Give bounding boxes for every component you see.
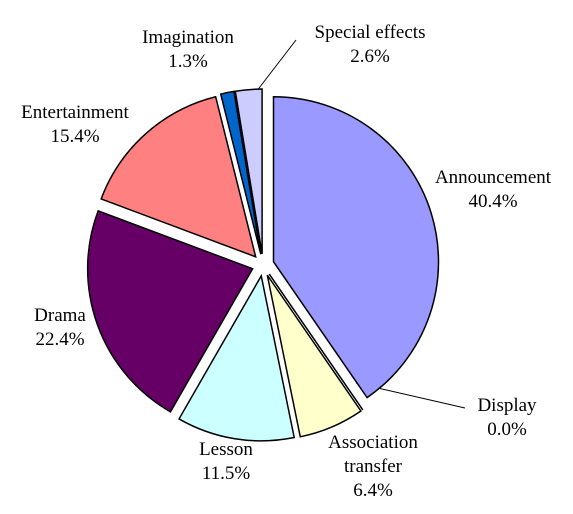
value-label: 40.4%: [468, 191, 518, 212]
pie-slice: [234, 88, 263, 255]
category-label: Special effects: [314, 22, 426, 43]
pie-slice: [100, 95, 257, 258]
value-label: 11.5%: [201, 463, 251, 484]
slice-label: Special effects 2.6%: [290, 21, 450, 69]
category-label: Lesson: [199, 439, 253, 460]
pie-slice: [178, 273, 296, 442]
category-label: Association transfer: [328, 432, 418, 477]
value-label: 22.4%: [35, 329, 85, 350]
value-label: 0.0%: [487, 419, 527, 440]
category-label: Imagination: [142, 27, 234, 48]
slice-label: Entertainment 15.4%: [5, 101, 145, 149]
value-label: 1.3%: [168, 51, 208, 72]
pie-slice: [266, 274, 362, 438]
pie-slice: [272, 95, 440, 399]
category-label: Entertainment: [21, 102, 129, 123]
category-label: Drama: [34, 305, 86, 326]
slice-label: Announcement 40.4%: [413, 166, 573, 214]
value-label: 6.4%: [353, 480, 393, 501]
slice-label: Lesson 11.5%: [176, 438, 276, 486]
slice-label: Association transfer 6.4%: [318, 431, 428, 503]
slice-label: Drama 22.4%: [10, 304, 110, 352]
slice-label: Imagination 1.3%: [123, 26, 253, 74]
slice-label: Display 0.0%: [457, 394, 557, 442]
value-label: 2.6%: [350, 46, 390, 67]
category-label: Display: [477, 395, 537, 416]
pie-slice: [86, 209, 254, 413]
pie-slice: [219, 90, 262, 255]
category-label: Announcement: [434, 167, 552, 188]
leader-line: [255, 39, 297, 93]
value-label: 15.4%: [50, 126, 100, 147]
